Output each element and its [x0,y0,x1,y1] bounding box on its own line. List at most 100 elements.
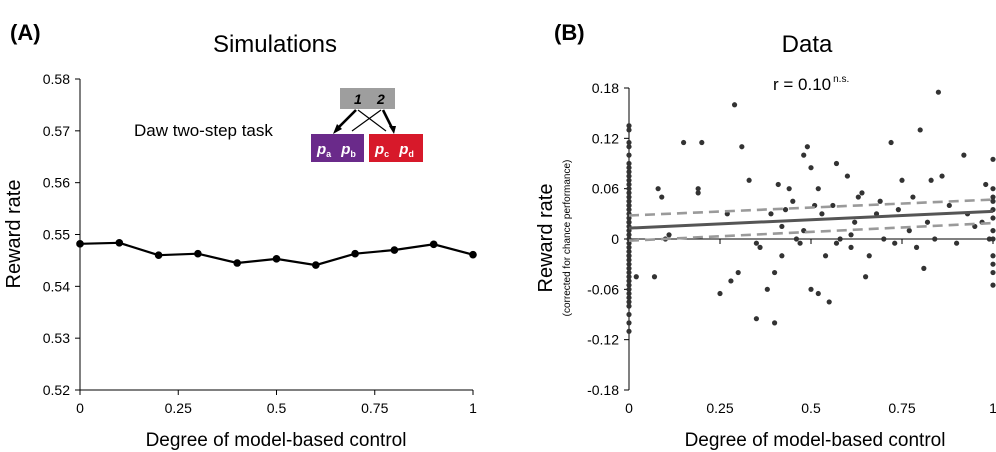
task-left-state-text: pa pb [316,141,356,159]
task-top-state-label-1: 1 [354,91,362,107]
x-tick-label: 0 [625,400,633,416]
scatter-point [626,198,632,204]
scatter-point [822,253,829,259]
data-point [76,240,84,248]
regression-line [628,209,994,230]
data-point [154,251,163,260]
scatter-point [695,186,701,192]
scatter-point [837,236,843,242]
x-tick-label: 0.75 [361,400,388,416]
y-tick-label: 0.06 [592,181,619,197]
scatter-point [859,190,865,196]
scatter-point [782,207,789,213]
scatter-point [786,186,792,192]
panel-a: (A) Simulations 0.520.530.540.550.560.57… [3,20,477,451]
scatter-point [626,173,632,179]
scatter-point [954,240,960,246]
scatter-point [626,232,632,238]
scatter-point [921,265,927,271]
scatter-point [626,152,632,158]
panel-b-label: (B) [554,20,585,45]
scatter-point [626,299,632,305]
correlation-value: r = 0.10 [773,75,831,94]
p-d-subscript: d [408,149,414,159]
panel-a-points [76,238,477,269]
task-diagram: Daw two-step task 1 2 pa pb pc pd [134,88,423,162]
scatter-point [990,198,996,204]
scatter-point [892,240,898,246]
p-a-subscript: a [326,149,332,159]
y-tick-label: 0.55 [43,227,70,243]
scatter-point [626,190,632,196]
scatter-point [939,173,945,179]
scatter-point [790,198,796,204]
panel-b-y-ticks: -0.18 -0.12 -0.06 0 0.06 0.12 0.18 [587,80,629,398]
panel-b-y-axis-label: Reward rate [535,184,557,293]
scatter-point [815,290,821,297]
scatter-point [961,152,967,158]
panel-b-points [626,89,996,334]
x-tick-label: 0.25 [165,400,192,416]
scatter-point [913,244,920,250]
scatter-point [753,316,760,322]
scatter-point [626,295,632,301]
task-arrowhead-2 [389,126,396,134]
scatter-point [895,207,901,213]
panel-a-title: Simulations [213,31,337,58]
scatter-point [626,123,632,129]
scatter-point [626,278,632,284]
scatter-point [655,186,661,192]
panel-a-y-axis-label: Reward rate [3,180,25,289]
scatter-point [779,253,785,259]
scatter-point [797,240,803,246]
scatter-point [626,186,632,192]
scatter-point [626,257,632,263]
scatter-point [659,194,665,200]
scatter-point [990,194,996,200]
scatter-point [983,181,989,188]
scatter-point [626,181,632,188]
scatter-point [863,274,869,280]
scatter-point [626,290,632,297]
scatter-point [924,219,931,225]
task-left-state [311,134,364,162]
scatter-point [877,198,883,204]
scatter-point [626,248,632,255]
scatter-point [990,253,996,259]
scatter-point [735,269,741,276]
task-top-state [340,88,395,109]
panel-a-x-axis-label: Degree of model-based control [146,430,407,451]
scatter-point [731,102,738,108]
x-tick-label: 1 [469,400,477,416]
panel-b: (B) Data r = 0.10 n.s. -0.18 -0.12 -0.06 0 0.… [535,20,996,451]
data-point [429,240,438,249]
task-arrowhead-1 [333,124,342,134]
y-tick-label: 0.12 [592,130,619,146]
scatter-point [626,253,632,259]
scatter-point [626,160,632,167]
scatter-point [626,219,632,225]
y-tick-label: 0.56 [43,175,70,191]
scatter-point [746,177,752,183]
scatter-point [768,211,774,217]
scatter-point [833,160,840,167]
scatter-point [626,320,632,326]
x-tick-label: 0.25 [706,400,733,416]
scatter-point [626,269,632,276]
scatter-point [764,286,770,292]
panel-a-x-ticks: 0 0.25 0.5 0.75 1 [76,390,477,416]
scatter-point [626,144,632,150]
p-b-label: p [340,141,350,158]
p-d-label: p [398,141,408,158]
scatter-point [626,169,632,175]
task-top-state-label-2: 2 [376,91,385,107]
scatter-point [666,232,672,238]
scatter-point [757,244,763,250]
scatter-point [626,286,632,292]
scatter-point [626,139,632,146]
scatter-point [695,190,701,196]
scatter-point [626,311,632,318]
panel-b-x-ticks: 0 0.25 0.5 0.75 1 [625,239,996,416]
scatter-point [681,139,687,146]
